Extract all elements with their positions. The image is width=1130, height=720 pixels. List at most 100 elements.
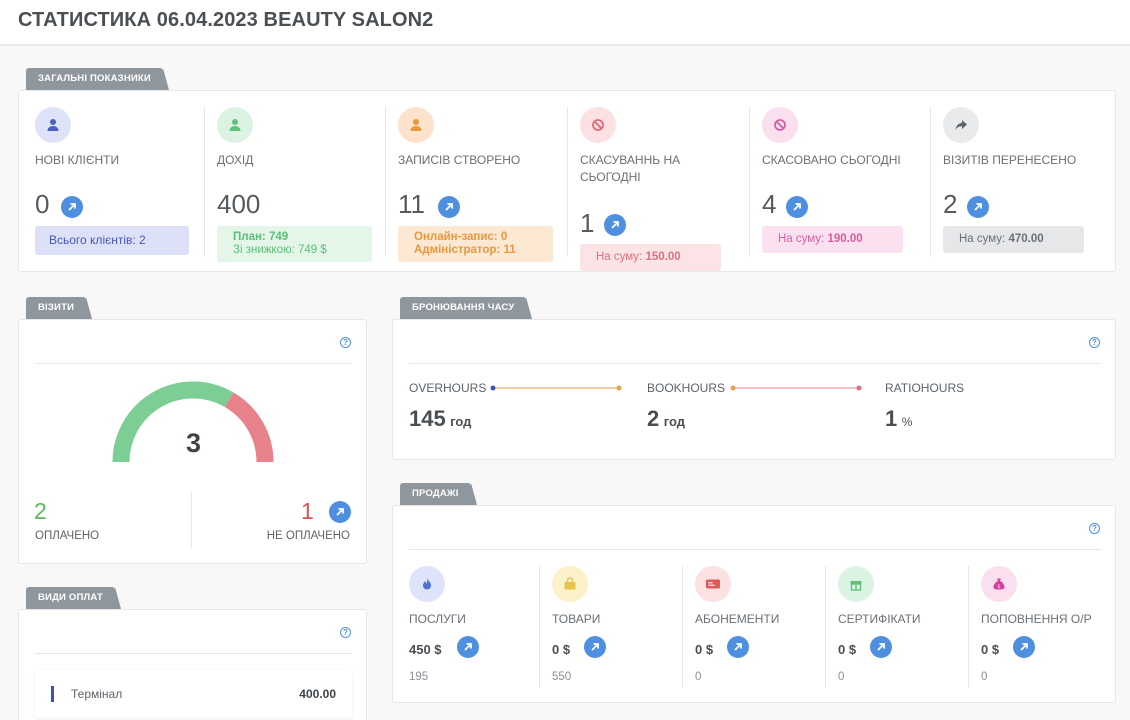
gift-icon [838,566,874,602]
sales-panel: ? ПОСЛУГИ 450 $ 195 ТОВАРИ 0 $ 550 АБОНЕ… [392,505,1116,703]
flame-icon [409,566,445,602]
sale-amount: 0 $ [552,642,571,657]
stat-value: 400 [217,189,261,219]
sale-certificates: СЕРТИФІКАТИ 0 $ 0 [838,566,981,686]
payment-row[interactable]: Термінал 400.00 [35,670,352,718]
gauge-unpaid-arc [224,392,274,463]
sale-label: ТОВАРИ [552,612,601,626]
stat-value: 1 [580,208,595,238]
booking-tag: БРОНЮВАННЯ ЧАСУ [400,297,533,319]
help-icon[interactable]: ? [340,627,351,638]
divider [968,566,969,688]
stat-label: НОВІ КЛІЄНТИ [35,153,120,167]
open-unpaid-button[interactable] [329,501,351,523]
ratiohours-label: RATIOHOURS [885,381,965,395]
records-source-box: Онлайн-запис: 0 Адміністратор: 11 [398,226,553,262]
sale-count: 550 [552,671,572,683]
user-icon [35,107,71,143]
stat-value: 2 [943,189,958,219]
unpaid-label: НЕ ОПЛАЧЕНО [266,530,350,542]
open-cancel-today-button[interactable] [604,214,626,236]
stat-cancelled-today: СКАСОВАНО СЬОГОДНІ 4 На суму: 190.00 [762,107,944,257]
open-services-button[interactable] [457,636,479,658]
sum-prefix: На суму: [596,251,643,263]
divider [204,107,205,257]
stat-moved: ВІЗИТІВ ПЕРЕНЕСЕНО 2 На суму: 470.00 [943,107,1125,257]
discount-text: Зі знижкою: 749 $ [233,244,327,256]
sale-count: 0 [838,671,845,683]
ban-icon [762,107,798,143]
admin-text: Адміністратор: 11 [414,244,516,256]
stat-cancel-today: СКАСУВАННЬ НА СЬОГОДНІ 1 На суму: 150.00 [580,107,762,271]
open-records-button[interactable] [438,196,460,218]
sale-amount: 0 $ [981,642,1000,657]
sale-label: СЕРТИФІКАТИ [838,612,921,626]
sale-count: 0 [695,671,702,683]
stat-value: 0 [35,189,50,219]
sale-goods: ТОВАРИ 0 $ 550 [552,566,695,686]
plan-text: План: 749 [233,231,289,243]
bag-icon [552,566,588,602]
open-subscriptions-button[interactable] [727,636,749,658]
ratiohours-value: 1 % [885,406,913,431]
sale-amount: 0 $ [695,642,714,657]
stat-records: ЗАПИСІВ СТВОРЕНО 11 Онлайн-запис: 0 Адмі… [398,107,580,262]
overhours-connector [490,385,622,391]
stat-label: СКАСУВАННЬ НА СЬОГОДНІ [580,153,681,184]
payments-panel: ? Термінал 400.00 [18,609,367,720]
sale-label: ПОПОВНЕННЯ О/Р [981,612,1092,626]
booking-panel: ? OVERHOURS 145 год BOOKHOURS 2 год RATI… [392,319,1116,460]
stat-label: ВІЗИТІВ ПЕРЕНЕСЕНО [943,153,1077,167]
divider [539,566,540,688]
help-icon[interactable]: ? [1089,337,1100,348]
open-goods-button[interactable] [584,636,606,658]
user-icon [398,107,434,143]
divider [749,107,750,257]
open-topup-button[interactable] [1013,636,1035,658]
sum-amount: 470.00 [1008,233,1044,245]
overhours-label: OVERHOURS [409,381,487,395]
share-arrow-icon [943,107,979,143]
general-stats-tag: ЗАГАЛЬНІ ПОКАЗНИКИ [26,68,169,90]
bookhours-label: BOOKHOURS [647,381,726,395]
gauge-paid-arc [112,381,234,463]
open-cancelled-today-button[interactable] [786,196,808,218]
sale-subscriptions: АБОНЕМЕНТИ 0 $ 0 [695,566,838,686]
stat-income: ДОХІД 400 План: 749 Зі знижкою: 749 $ [217,107,399,262]
stat-label: СКАСОВАНО СЬОГОДНІ [762,153,901,167]
sale-count: 0 [981,671,988,683]
sale-topup: $ ПОПОВНЕННЯ О/Р 0 $ 0 [981,566,1124,686]
divider [682,566,683,688]
visits-gauge [112,381,274,463]
divider [567,107,568,257]
sum-prefix: На суму: [778,233,825,245]
divider [825,566,826,688]
payment-amount: 400.00 [299,687,336,701]
sum-amount: 150.00 [645,251,681,263]
visits-tag: ВІЗИТИ [26,297,93,319]
sales-tag: ПРОДАЖІ [400,483,477,505]
stat-value: 4 [762,189,777,219]
bookhours-value: 2 год [647,406,685,431]
unpaid-count: 1 [301,498,314,524]
sale-amount: 450 $ [409,642,442,657]
visits-total: 3 [185,428,202,458]
open-new-clients-button[interactable] [61,196,83,218]
stat-new-clients: НОВІ КЛІЄНТИ 0 Всього клієнтів: 2 [35,107,217,257]
sale-label: ПОСЛУГИ [409,612,466,626]
svg-text:$: $ [997,584,1000,590]
sale-count: 195 [409,671,429,683]
ban-icon [580,107,616,143]
sale-services: ПОСЛУГИ 450 $ 195 [409,566,552,686]
help-icon[interactable]: ? [340,337,351,348]
cancelled-today-sum: На суму: 190.00 [762,226,903,253]
stat-label: ДОХІД [217,153,254,167]
moved-sum: На суму: 470.00 [943,226,1084,253]
open-certificates-button[interactable] [870,636,892,658]
open-moved-button[interactable] [967,196,989,218]
help-icon[interactable]: ? [1089,523,1100,534]
payments-tag: ВИДИ ОПЛАТ [26,587,121,609]
cancel-today-sum: На суму: 150.00 [580,244,721,271]
page-title: СТАТИСТИКА 06.04.2023 BEAUTY SALON2 [18,9,434,31]
paid-label: ОПЛАЧЕНО [35,530,100,542]
